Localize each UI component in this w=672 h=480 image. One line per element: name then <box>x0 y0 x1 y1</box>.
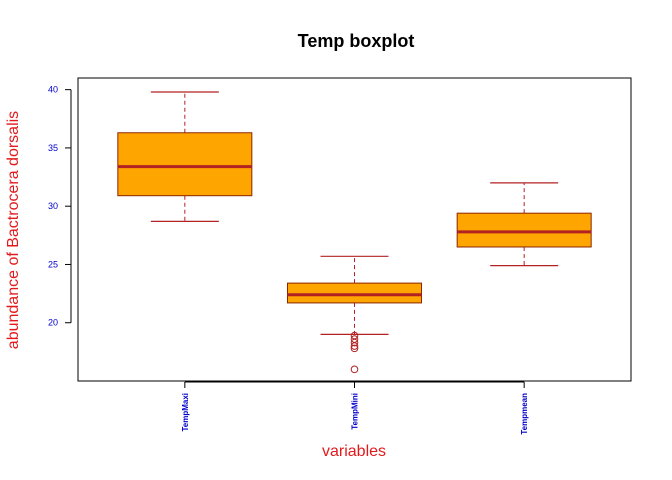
outlier-point <box>350 338 359 347</box>
box-Tempmean <box>456 182 592 267</box>
x-axis: TempMaxi TempMini Tempmean <box>181 381 529 435</box>
iqr-box <box>287 282 422 304</box>
y-axis-label: abundance of Bactrocera dorsalis <box>5 111 22 349</box>
y-tick-label: 40 <box>48 85 58 95</box>
plot-frame <box>77 77 632 382</box>
x-tick-label: TempMaxi <box>181 393 190 432</box>
iqr-box <box>456 212 592 248</box>
y-tick-label: 25 <box>48 259 58 269</box>
outlier-point <box>350 342 359 350</box>
outlier-point <box>350 344 359 353</box>
y-tick-label: 30 <box>48 201 58 211</box>
outlier-point <box>350 365 359 374</box>
y-tick-label: 20 <box>48 318 58 328</box>
x-tick-label: TempMini <box>351 393 360 430</box>
x-tick-label: Tempmean <box>520 393 529 435</box>
y-axis: 20 25 30 35 40 <box>48 85 72 328</box>
box-TempMaxi <box>117 91 253 222</box>
chart-title: Temp boxplot <box>298 31 415 51</box>
boxes-group <box>117 91 592 374</box>
x-axis-label: variables <box>322 443 386 460</box>
box-TempMini <box>287 255 422 374</box>
y-tick-label: 35 <box>48 143 58 153</box>
iqr-box <box>117 132 253 197</box>
